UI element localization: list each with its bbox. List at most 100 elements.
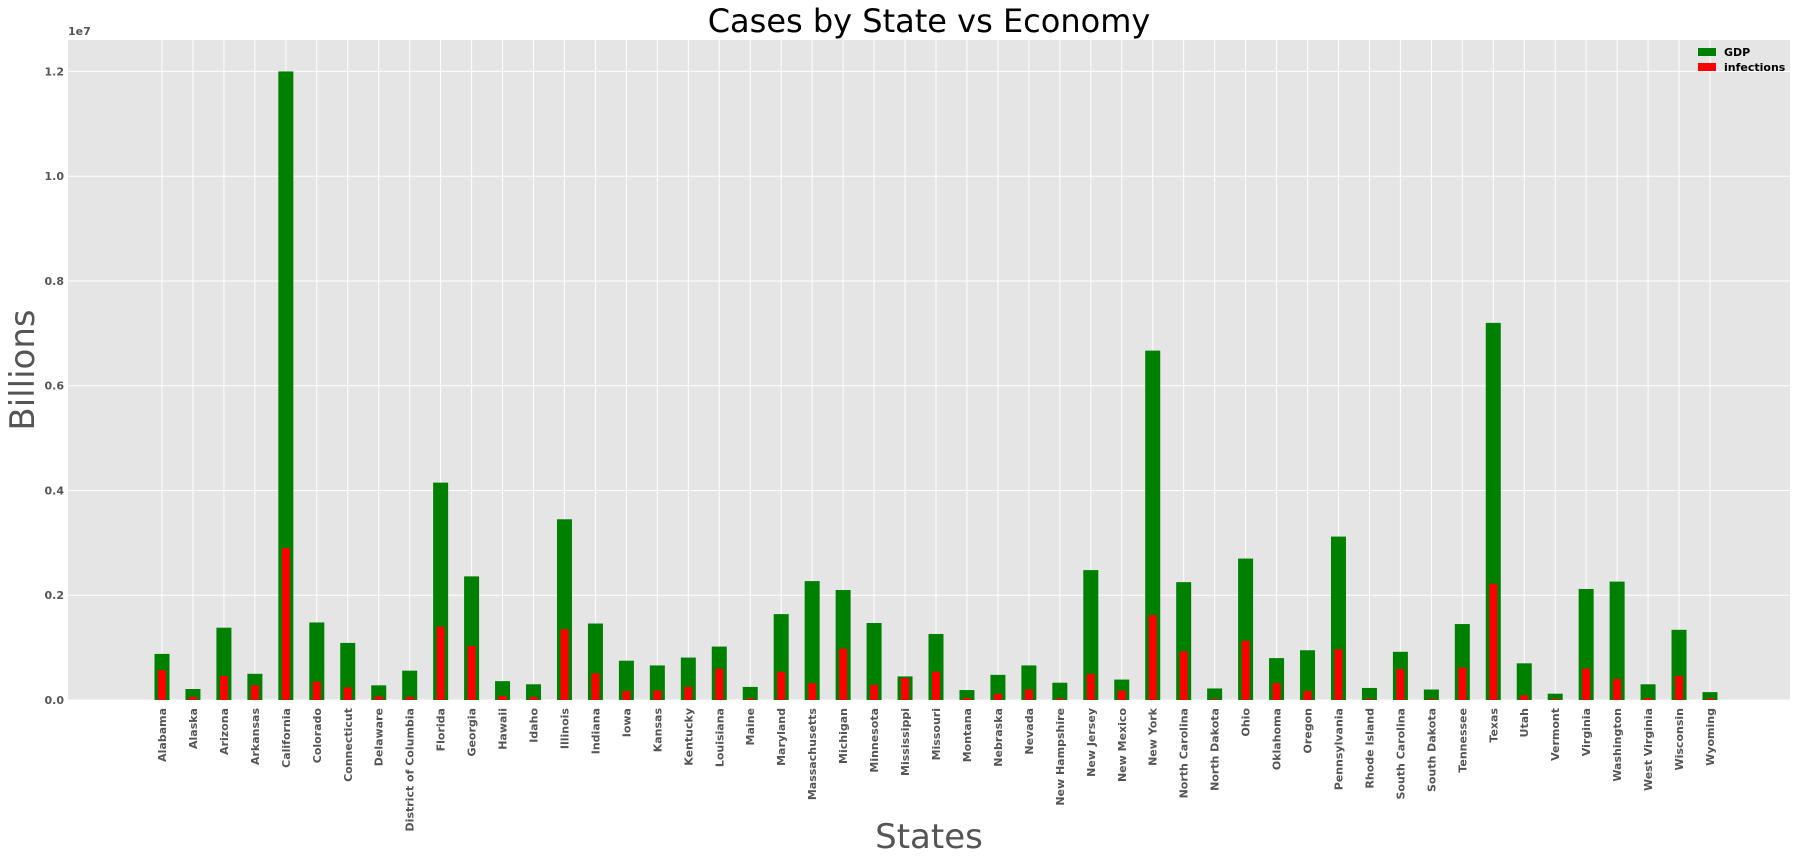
x-tick-label: Georgia xyxy=(466,708,479,757)
x-tick-label: Alabama xyxy=(156,708,169,762)
x-tick-label: Alaska xyxy=(187,708,200,749)
x-tick-label: Oregon xyxy=(1302,708,1315,754)
infections-bar xyxy=(746,698,755,700)
x-tick-label: Delaware xyxy=(373,708,386,766)
infections-bar xyxy=(839,648,848,700)
x-tick-label: Maine xyxy=(744,708,757,745)
x-tick-label: Ohio xyxy=(1240,708,1253,737)
infections-bar xyxy=(158,670,166,700)
gdp-bar xyxy=(1083,570,1099,700)
y-tick-label: 1.0 xyxy=(45,170,65,183)
infections-bar xyxy=(1086,673,1095,700)
x-tick-label: Minnesota xyxy=(868,708,881,773)
y-tick-label: 0.0 xyxy=(45,694,65,707)
x-tick-label: Rhode Island xyxy=(1363,708,1376,789)
infections-bar xyxy=(188,696,197,700)
x-axis-ticks: Alabama Alaska Arizona Arkansas California Co… xyxy=(156,707,1717,831)
x-tick-label: Massachusetts xyxy=(806,708,819,801)
x-tick-label: Utah xyxy=(1518,708,1531,737)
x-tick-label: Louisiana xyxy=(713,708,726,767)
gdp-bar xyxy=(742,686,758,700)
gdp-bar xyxy=(959,690,975,700)
infections-bar xyxy=(1055,698,1064,700)
infections-bar xyxy=(250,685,259,700)
x-tick-label: Pennsylvania xyxy=(1332,708,1345,790)
infections-bar xyxy=(560,629,569,700)
gdp-bar xyxy=(1516,663,1532,700)
x-tick-label: Connecticut xyxy=(342,708,355,782)
infections-bar xyxy=(312,681,321,700)
x-tick-label: Virginia xyxy=(1580,708,1593,756)
infections-bar xyxy=(343,687,352,700)
infections-bar xyxy=(1210,698,1219,700)
x-tick-label: North Carolina xyxy=(1178,708,1191,798)
infections-bar xyxy=(993,693,1002,700)
infections-bar xyxy=(932,671,940,700)
y-tick-label: 0.2 xyxy=(45,589,65,602)
x-tick-label: Washington xyxy=(1611,708,1624,782)
infections-bar xyxy=(219,675,228,700)
infections-bar xyxy=(1024,689,1033,700)
x-tick-label: New York xyxy=(1147,707,1160,766)
infections-bar xyxy=(1396,669,1405,700)
x-axis-label: States xyxy=(875,817,983,857)
infections-bar xyxy=(1706,698,1714,700)
y-tick-label: 0.6 xyxy=(45,380,65,393)
infections-bar xyxy=(808,683,817,700)
infections-bar xyxy=(1148,615,1157,700)
infections-bar xyxy=(1458,667,1467,700)
gdp-bar xyxy=(402,670,418,700)
x-tick-label: Mississippi xyxy=(899,708,912,776)
infections-bar xyxy=(901,678,910,700)
infections-bar xyxy=(1241,640,1250,700)
bars-layer xyxy=(154,71,1718,700)
x-tick-label: Hawaii xyxy=(497,708,510,750)
infections-bar xyxy=(1489,583,1498,700)
gdp-bar xyxy=(278,71,294,700)
x-tick-label: Texas xyxy=(1487,708,1500,743)
legend-label: infections xyxy=(1724,61,1786,74)
infections-bar xyxy=(653,690,662,700)
infections-bar xyxy=(436,626,445,700)
gdp-bar xyxy=(804,581,820,700)
y-axis-offset-label: 1e7 xyxy=(68,25,91,38)
infections-bar xyxy=(622,691,631,700)
x-tick-label: Florida xyxy=(435,708,448,751)
gdp-bar xyxy=(1145,350,1161,700)
x-tick-label: Wisconsin xyxy=(1673,708,1686,771)
x-tick-label: Illinois xyxy=(558,708,571,750)
x-tick-label: Kansas xyxy=(651,708,664,753)
gdp-bar xyxy=(185,689,201,700)
x-tick-label: Kentucky xyxy=(682,708,695,766)
x-tick-label: Missouri xyxy=(930,708,943,760)
gdp-bar xyxy=(1300,650,1316,700)
legend-label: GDP xyxy=(1724,46,1750,59)
x-tick-label: North Dakota xyxy=(1209,708,1222,791)
infections-bar xyxy=(405,696,414,700)
infections-bar xyxy=(529,696,538,700)
infections-bar xyxy=(374,696,383,700)
infections-bar xyxy=(777,671,786,700)
infections-bar xyxy=(962,697,971,700)
x-tick-label: Colorado xyxy=(311,708,324,764)
x-tick-label: New Jersey xyxy=(1085,708,1098,777)
infections-bar xyxy=(1520,695,1529,700)
gdp-bar xyxy=(618,660,634,700)
gdp-bar xyxy=(866,623,882,700)
chart-title: Cases by State vs Economy xyxy=(708,2,1151,40)
x-tick-label: Vermont xyxy=(1549,708,1562,761)
x-tick-label: Arizona xyxy=(218,708,231,755)
infections-bar xyxy=(281,548,290,700)
y-tick-label: 0.8 xyxy=(45,275,65,288)
y-axis-ticks: 0.0 0.2 0.4 0.6 0.8 1.0 1.2 xyxy=(45,65,65,707)
x-tick-label: Nebraska xyxy=(992,708,1005,767)
infections-bar xyxy=(591,673,600,700)
y-axis-label: Billions xyxy=(3,309,43,430)
x-tick-label: Wyoming xyxy=(1704,708,1717,766)
gdp-bar xyxy=(340,642,356,700)
x-tick-label: California xyxy=(280,708,293,768)
x-tick-label: Arkansas xyxy=(249,708,262,765)
infections-bar xyxy=(684,686,693,700)
infections-bar xyxy=(1303,691,1312,700)
